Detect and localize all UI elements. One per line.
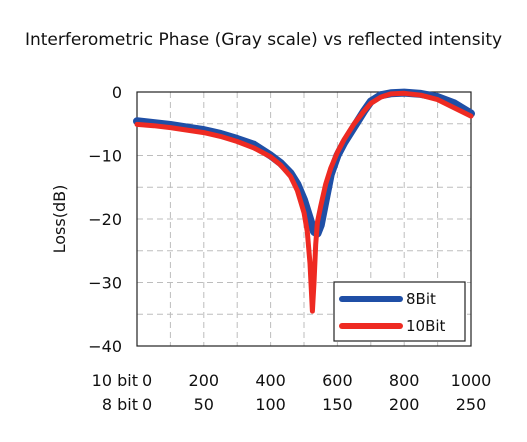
x-tick-label: 50: [194, 395, 214, 414]
chart-title: Interferometric Phase (Gray scale) vs re…: [24, 30, 503, 50]
series-line-10bit: [134, 90, 474, 314]
x-tick-label: 0: [142, 395, 152, 414]
x-tick-label: 0: [142, 371, 152, 390]
x-tick-label: 200: [389, 395, 420, 414]
x-tick-row-name: 10 bit: [92, 371, 138, 390]
legend-label: 10Bit: [406, 317, 446, 335]
x-tick-label: 400: [255, 371, 286, 390]
x-ticks: 10 bit 0 200 400 600 800 1000 8 bit 0 50 100 150 200…: [92, 371, 492, 414]
y-tick-label: −40: [88, 337, 122, 356]
y-tick-label: −20: [88, 210, 122, 229]
series-lines: [133, 88, 475, 314]
y-tick-label: 0: [112, 83, 122, 102]
y-ticks: 0 −10 −20 −30 −40: [88, 83, 122, 356]
x-tick-label: 150: [322, 395, 353, 414]
x-tick-row-name: 8 bit: [102, 395, 138, 414]
legend: 8Bit 10Bit: [333, 281, 466, 342]
legend-label: 8Bit: [406, 290, 436, 308]
x-tick-label: 100: [255, 395, 286, 414]
x-tick-label: 600: [322, 371, 353, 390]
y-tick-label: −10: [88, 147, 122, 166]
legend-box: [333, 281, 466, 342]
x-tick-label: 1000: [451, 371, 492, 390]
y-axis-label: Loss(dB): [50, 185, 69, 254]
x-tick-label: 200: [189, 371, 220, 390]
y-tick-label: −30: [88, 274, 122, 293]
x-tick-label: 250: [456, 395, 487, 414]
x-tick-label: 800: [389, 371, 420, 390]
plot-frame: [136, 91, 472, 347]
